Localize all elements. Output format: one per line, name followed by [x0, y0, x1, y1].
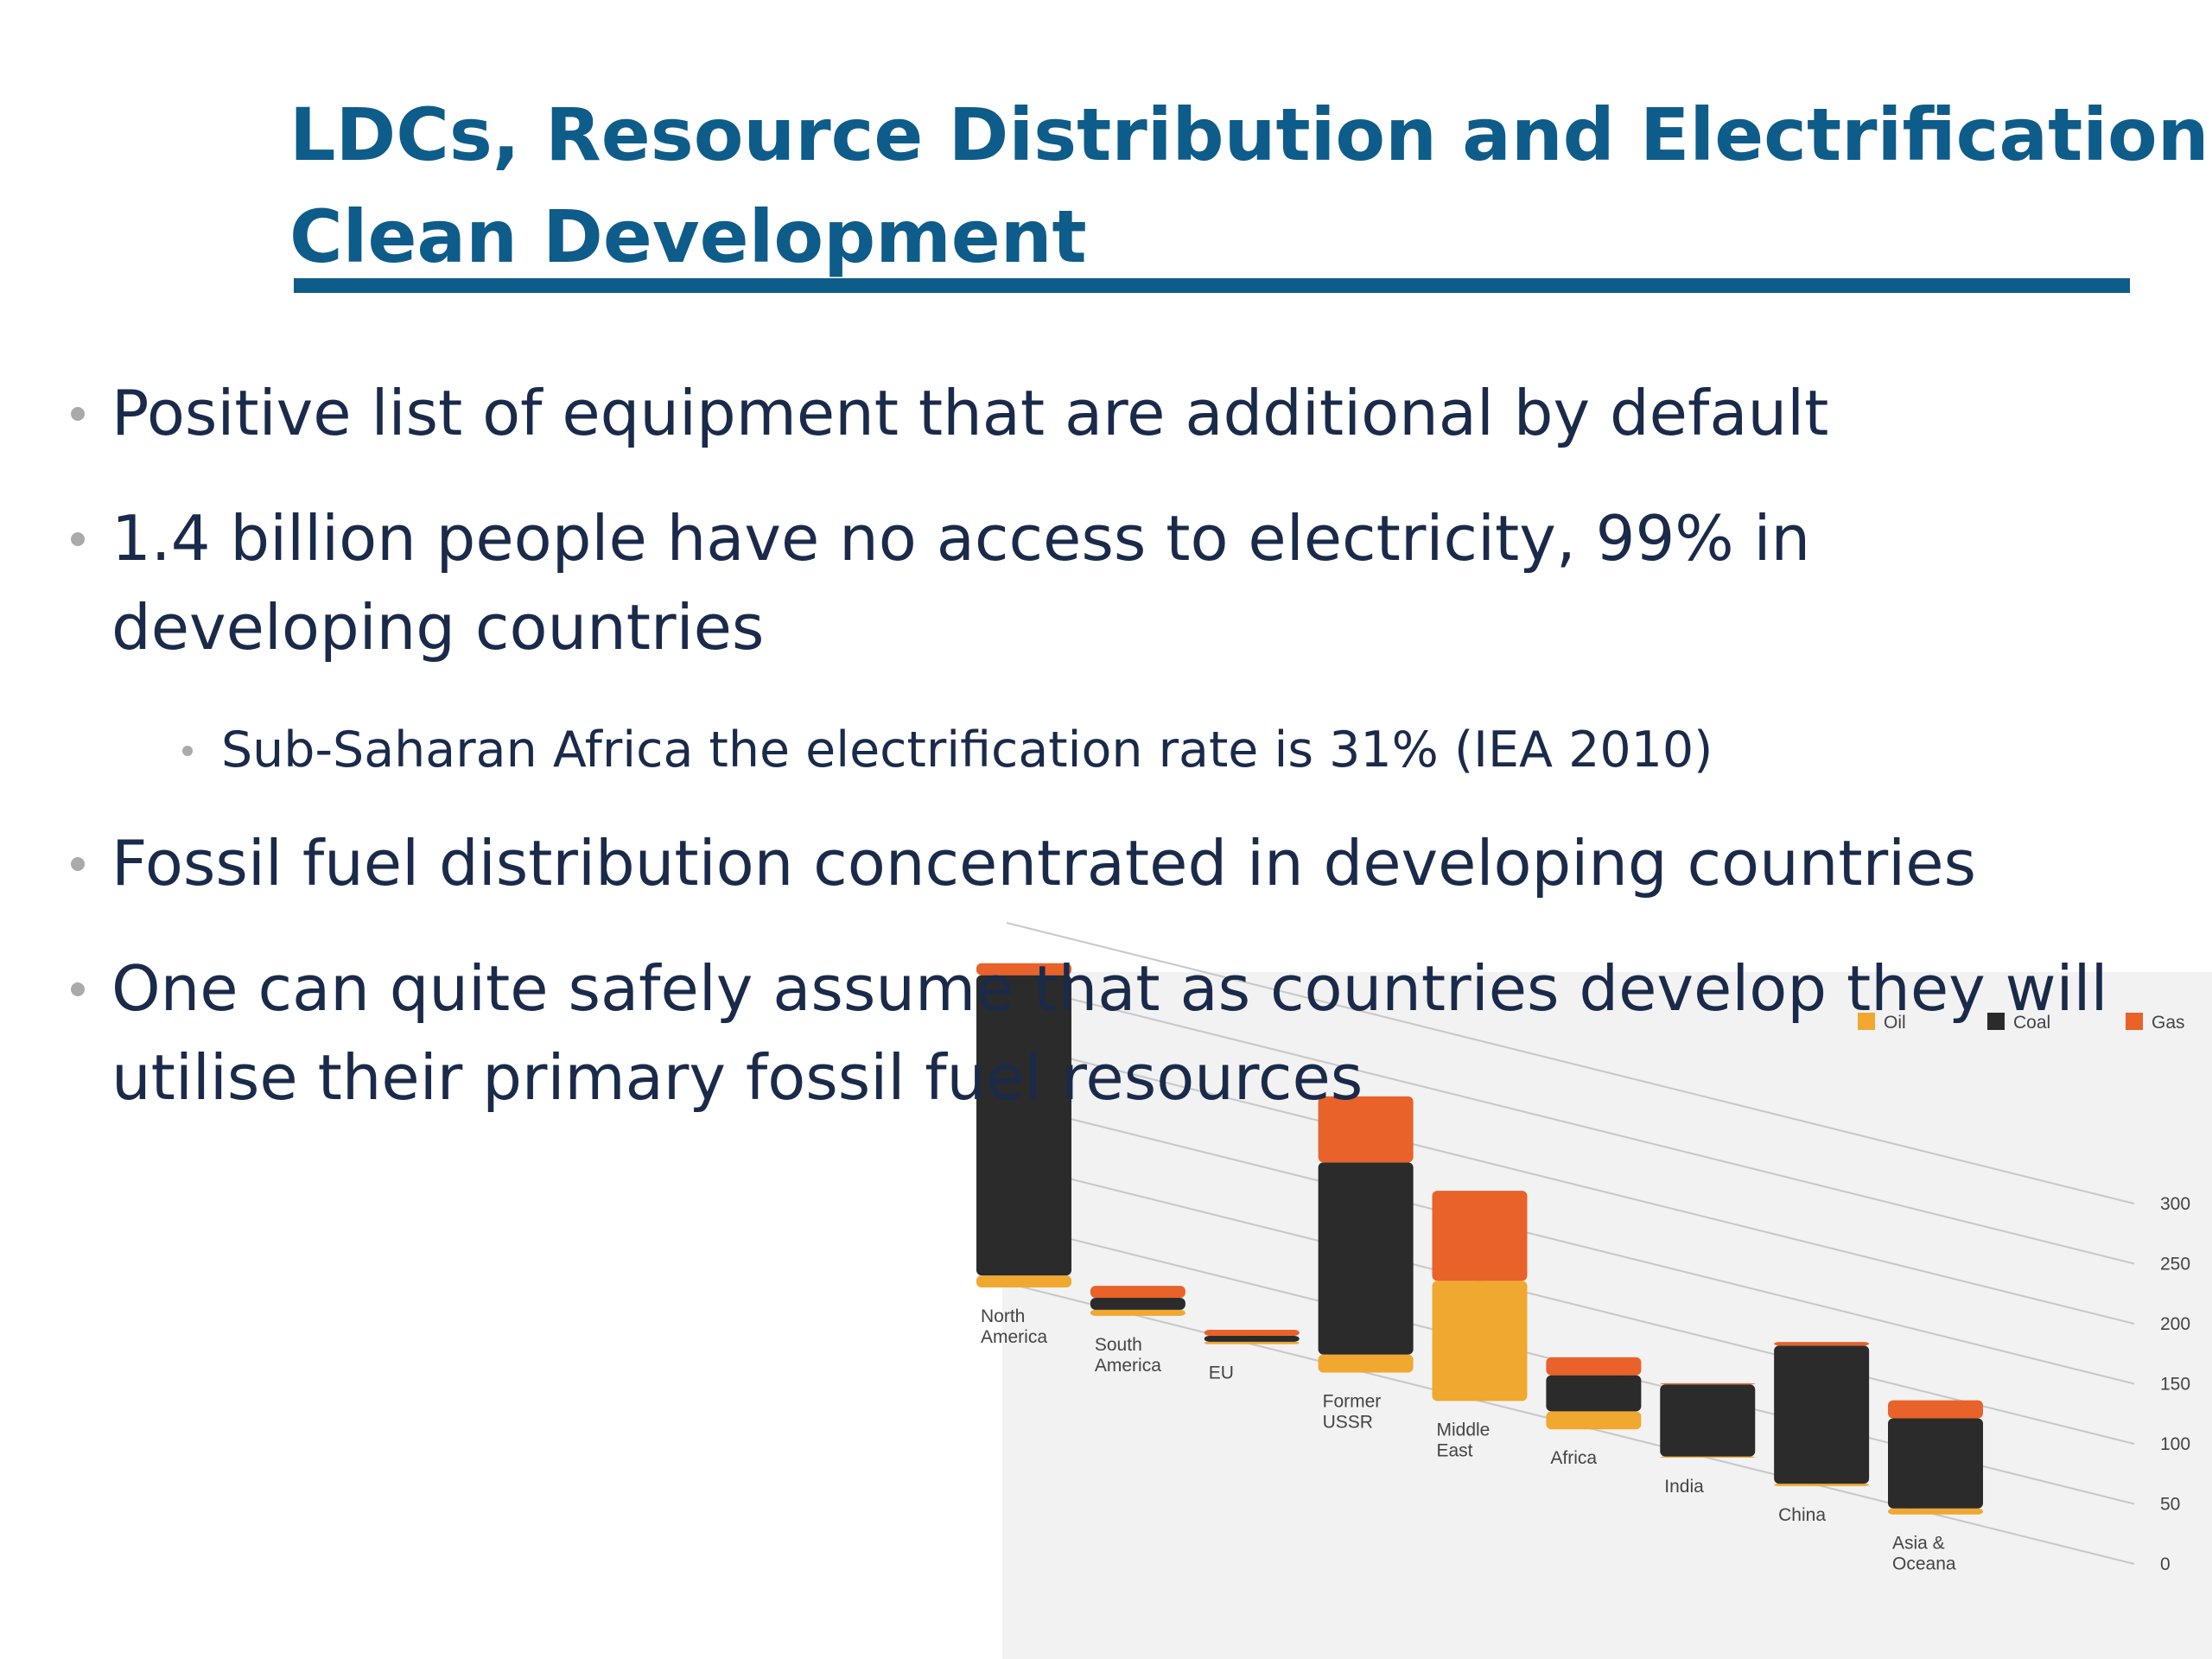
category-label: China [1778, 1505, 1826, 1525]
bullet-text: Fossil fuel distribution concentrated in… [111, 827, 1976, 899]
y-tick-label: 250 [2160, 1255, 2190, 1274]
bar-segment [1660, 1456, 1756, 1459]
bar-segment [1204, 1330, 1300, 1336]
legend-swatch [1987, 1013, 2005, 1030]
y-tick-label: 150 [2160, 1375, 2190, 1395]
grid-line [1006, 982, 2135, 1265]
bullet-text: Positive list of equipment that are addi… [111, 377, 1828, 449]
legend-label: Oil [1884, 1013, 1906, 1033]
bullet-text: One can quite safely assume that as coun… [111, 952, 2108, 1025]
category-label: Asia & Oceana [1892, 1534, 1956, 1574]
grid-line [1006, 1102, 2135, 1385]
bar-segment [1204, 1341, 1300, 1344]
bar-segment [1546, 1411, 1642, 1430]
bar-segment [1090, 1297, 1185, 1310]
y-tick-label: 0 [2160, 1554, 2171, 1574]
bullet-dot [71, 857, 85, 871]
y-tick-label: 50 [2160, 1495, 2180, 1515]
bar-segment [1888, 1508, 1983, 1515]
bullet-text: 1.4 billion people have no access to ele… [111, 502, 1810, 575]
bar-segment [1774, 1345, 1870, 1484]
y-tick-label: 100 [2160, 1434, 2190, 1454]
bar-segment [1774, 1484, 1870, 1486]
title-underline [294, 278, 2130, 293]
slide-title: LDCs, Resource Distribution and Electrif… [289, 92, 2212, 177]
legend-label: Gas [2152, 1013, 2185, 1033]
category-label: North America [981, 1306, 1047, 1347]
bullet-dot [182, 746, 193, 756]
bar-segment [1888, 1400, 1983, 1419]
slide-title: Clean Development [289, 194, 1087, 279]
bullet-dot [71, 407, 85, 421]
category-label: Africa [1550, 1448, 1597, 1468]
y-tick-label: 300 [2160, 1194, 2190, 1214]
bar-segment [1090, 1309, 1185, 1316]
grid-line [1006, 922, 2135, 1205]
bar-segment [1090, 1286, 1185, 1298]
bar-segment [976, 975, 1071, 1276]
bar-segment [1888, 1418, 1983, 1509]
bullet-text: Sub-Saharan Africa the electrification r… [221, 721, 1713, 779]
category-label: EU [1209, 1363, 1234, 1383]
bar-segment [1318, 1096, 1414, 1163]
bar-segment [976, 1275, 1071, 1287]
bullet-text: utilise their primary fossil fuel resour… [111, 1041, 1363, 1114]
legend-swatch [1858, 1013, 1875, 1030]
legend-swatch [2126, 1013, 2143, 1030]
bar-segment [1660, 1384, 1756, 1457]
category-label: Middle East [1437, 1420, 1491, 1460]
bullet-dot [71, 532, 85, 546]
bar-segment [1546, 1375, 1642, 1412]
bar-segment [1546, 1357, 1642, 1376]
y-tick-label: 200 [2160, 1314, 2190, 1334]
bar-segment [1432, 1191, 1528, 1281]
grid-line [1006, 1042, 2135, 1325]
bar-segment [976, 963, 1071, 976]
category-label: Former USSR [1323, 1392, 1382, 1433]
chart-background [1002, 972, 2212, 1659]
bar-segment [1660, 1382, 1756, 1385]
bar-segment [1774, 1342, 1870, 1346]
bar-segment [1432, 1281, 1528, 1402]
category-label: India [1664, 1477, 1704, 1497]
bullet-text: developing countries [111, 591, 764, 664]
bar-segment [1318, 1162, 1414, 1355]
legend-label: Coal [2013, 1013, 2050, 1033]
bullet-dot [71, 982, 85, 996]
bar-segment [1318, 1354, 1414, 1373]
category-label: South America [1095, 1335, 1161, 1376]
bar-segment [1204, 1335, 1300, 1342]
grid-line [1006, 1162, 2135, 1445]
